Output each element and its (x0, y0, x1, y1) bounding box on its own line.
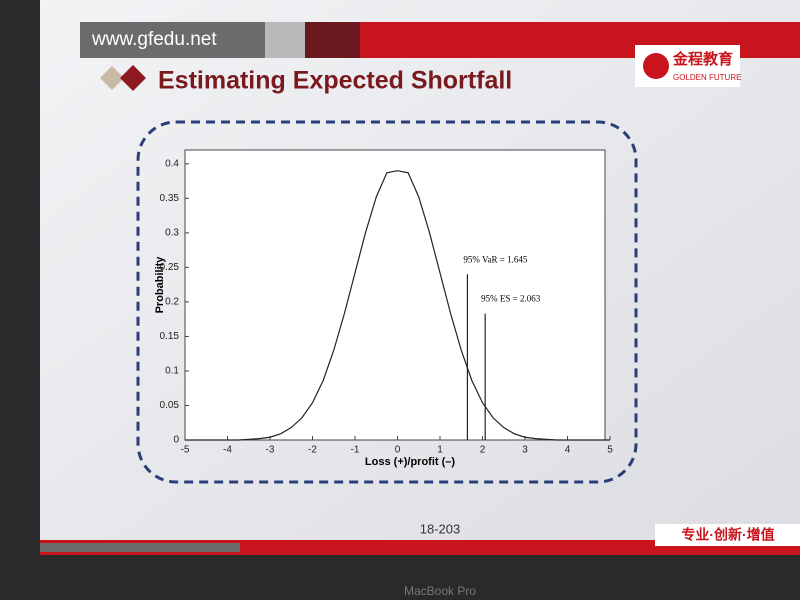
chart: 0 0.05 0.1 0.15 0.2 0.25 0.3 0.35 0.4 -5 -4 -3 -2 -1 0… (160, 158, 614, 455)
y-axis-label: Probability (154, 256, 166, 314)
y-tick-label: 0.2 (165, 297, 179, 308)
y-tick-label: 0.3 (165, 227, 179, 238)
banner-stripe (305, 22, 360, 58)
title: Estimating Expected Shortfall (158, 67, 512, 95)
y-tick-label: 0.1 (165, 366, 179, 377)
logo-sub: GOLDEN FUTURE (673, 73, 741, 82)
slogan-box (655, 524, 800, 546)
device-label: MacBook Pro (404, 584, 476, 598)
x-tick-label: 0 (395, 445, 401, 456)
frame (136, 120, 638, 484)
x-tick-label: -5 (181, 445, 190, 456)
marker-label: 95% ES = 2.063 (481, 294, 541, 304)
y-tick-label: 0.15 (160, 331, 180, 342)
x-tick-label: -2 (308, 445, 317, 456)
x-tick-label: 5 (607, 445, 613, 456)
logo: 金程教育 (672, 50, 733, 68)
logo-icon (643, 53, 669, 79)
x-tick-label: -3 (266, 445, 275, 456)
page-number: 18-203 (420, 521, 460, 536)
diamond (100, 66, 124, 90)
x-axis-label: Loss (+)/profit (–) (365, 456, 455, 468)
x-tick-label: 1 (437, 445, 443, 456)
y-tick-label: 0.35 (160, 193, 180, 204)
slogan: 专业·创新·增值 (681, 527, 774, 543)
x-tick-label: 4 (565, 445, 571, 456)
y-tick-label: 0.4 (165, 158, 179, 169)
y-tick-label: 0 (173, 435, 179, 446)
url: www.gfedu.net (91, 29, 217, 50)
y-tick-label: 0.25 (160, 262, 180, 273)
banner-stripe (265, 22, 305, 58)
banner (80, 22, 265, 58)
x-tick-label: 3 (522, 445, 528, 456)
x-tick-label: -1 (351, 445, 360, 456)
x-tick-label: -4 (223, 445, 232, 456)
curve (185, 170, 610, 441)
diamond (120, 65, 146, 91)
y-tick-label: 0.05 (160, 400, 180, 411)
plot-area (184, 149, 606, 441)
marker-label: 95% VaR = 1.645 (463, 254, 527, 264)
footer-stripe (40, 543, 240, 552)
x-tick-label: 2 (480, 445, 486, 456)
